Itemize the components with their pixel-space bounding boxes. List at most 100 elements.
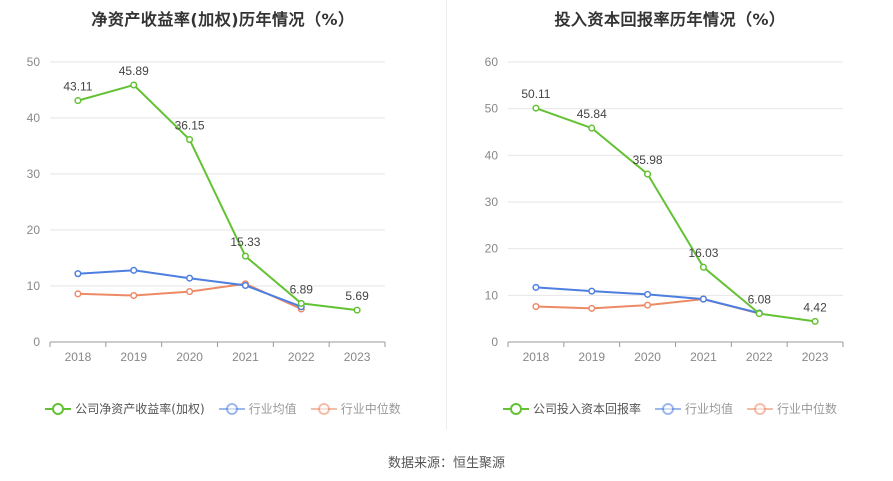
legend-circle xyxy=(754,402,766,415)
x-tick-label: 2018 xyxy=(65,350,92,364)
y-tick-label: 30 xyxy=(485,195,499,209)
legend-item[interactable]: 行业中位数 xyxy=(747,400,837,417)
data-label: 36.15 xyxy=(175,119,205,133)
data-label: 15.33 xyxy=(230,235,260,249)
data-label: 5.69 xyxy=(345,289,369,303)
legend-circle xyxy=(661,402,674,415)
x-tick-label: 2019 xyxy=(578,350,605,364)
y-tick-label: 10 xyxy=(27,279,41,293)
y-tick-label: 0 xyxy=(33,335,40,349)
series-line xyxy=(77,282,302,310)
legend-item[interactable]: 行业中位数 xyxy=(310,400,401,417)
legend-label: 行业中位数 xyxy=(340,402,401,416)
y-tick-label: 40 xyxy=(485,148,499,162)
data-point xyxy=(241,281,249,289)
data-point xyxy=(130,291,138,300)
data-point xyxy=(532,283,540,291)
legend-circle xyxy=(317,402,330,415)
chart-legend: 公司投入资本回报率 行业均值 行业中位数 xyxy=(447,400,893,417)
roe-chart-panel: 净资产收益率(加权)历年情况（%） 0 10 20 30 40 50 2018 2019 202… xyxy=(0,0,446,430)
x-tick-label: 2018 xyxy=(523,350,550,364)
y-tick-label: 50 xyxy=(485,102,499,116)
legend-circle xyxy=(509,402,522,415)
data-point xyxy=(532,104,540,112)
legend-marker-icon xyxy=(747,402,773,415)
legend-circle xyxy=(52,402,65,415)
roic-chart-plot: 0 10 20 30 40 50 60 2018 2019 2020 2021 2022 2023 50.… xyxy=(485,55,844,364)
data-point xyxy=(588,124,596,132)
data-label: 35.98 xyxy=(633,153,663,167)
chart-legend: 公司净资产收益率(加权) 行业均值 行业中位数 xyxy=(0,400,446,417)
data-point xyxy=(74,270,82,278)
legend-item[interactable]: 行业均值 xyxy=(218,400,297,417)
data-point xyxy=(755,310,763,318)
x-tick-label: 2022 xyxy=(288,350,315,364)
data-label: 50.11 xyxy=(521,87,550,101)
x-tick-label: 2019 xyxy=(120,350,147,364)
chart-title: 净资产收益率(加权)历年情况（%） xyxy=(91,10,355,29)
data-point xyxy=(644,301,652,309)
y-tick-label: 20 xyxy=(485,242,499,256)
y-tick-label: 30 xyxy=(27,167,41,181)
legend-marker-icon xyxy=(310,402,337,415)
panel-divider xyxy=(446,0,447,430)
series-line xyxy=(77,83,358,312)
data-label: 45.84 xyxy=(577,107,607,121)
legend-marker-icon xyxy=(654,402,681,415)
x-tick-label: 2020 xyxy=(634,350,661,364)
legend-label: 行业均值 xyxy=(248,402,297,416)
legend-marker-icon xyxy=(502,402,529,415)
data-point xyxy=(811,317,819,325)
data-point xyxy=(699,263,707,271)
legend-item[interactable]: 公司净资产收益率(加权) xyxy=(45,400,205,417)
data-point xyxy=(186,136,194,144)
data-label: 6.08 xyxy=(748,293,772,307)
chart-title: 投入资本回报率历年情况（%） xyxy=(554,10,786,29)
legend-label: 公司投入资本回报率 xyxy=(532,402,641,416)
series-line xyxy=(535,107,816,323)
data-point xyxy=(297,299,305,307)
data-point xyxy=(644,170,652,178)
x-tick-label: 2021 xyxy=(690,350,717,364)
legend-label: 公司净资产收益率(加权) xyxy=(75,402,205,416)
data-point xyxy=(186,288,194,296)
y-tick-label: 50 xyxy=(27,55,41,69)
x-tick-label: 2021 xyxy=(232,350,259,364)
data-point xyxy=(74,290,82,298)
legend-marker-icon xyxy=(218,402,245,415)
data-point xyxy=(588,304,596,312)
data-point xyxy=(532,302,540,311)
y-tick-label: 10 xyxy=(485,288,499,302)
data-point xyxy=(588,287,596,295)
legend-item[interactable]: 公司投入资本回报率 xyxy=(502,400,641,417)
data-label: 6.89 xyxy=(290,282,314,296)
data-point xyxy=(130,266,138,274)
legend-marker-icon xyxy=(45,402,72,415)
data-label: 45.89 xyxy=(119,64,149,78)
y-tick-label: 0 xyxy=(491,335,498,349)
y-tick-label: 40 xyxy=(27,111,41,125)
data-point xyxy=(130,81,138,89)
data-label: 43.11 xyxy=(63,80,92,94)
x-tick-label: 2020 xyxy=(176,350,203,364)
data-point xyxy=(186,274,194,282)
x-tick-label: 2022 xyxy=(746,350,773,364)
roe-chart-plot: 0 10 20 30 40 50 2018 2019 2020 2021 2022 2023 43.11… xyxy=(27,55,386,364)
data-label: 16.03 xyxy=(688,246,718,260)
x-tick-label: 2023 xyxy=(344,350,371,364)
data-point xyxy=(353,306,361,314)
data-point xyxy=(241,252,249,260)
y-tick-label: 60 xyxy=(485,55,499,69)
legend-label: 行业中位数 xyxy=(777,402,838,416)
data-point xyxy=(699,295,707,303)
data-point xyxy=(644,290,652,298)
legend-circle xyxy=(225,402,238,415)
y-tick-label: 20 xyxy=(27,223,41,237)
data-source-note: 数据来源：恒生聚源 xyxy=(387,456,505,471)
data-label: 4.42 xyxy=(803,300,827,314)
legend-item[interactable]: 行业均值 xyxy=(654,400,733,417)
data-point xyxy=(74,97,82,105)
roic-chart-panel: 投入资本回报率历年情况（%） 0 10 20 30 40 50 60 2018 2019 2020… xyxy=(447,0,893,430)
x-tick-label: 2023 xyxy=(802,350,829,364)
legend-label: 行业均值 xyxy=(684,402,733,416)
